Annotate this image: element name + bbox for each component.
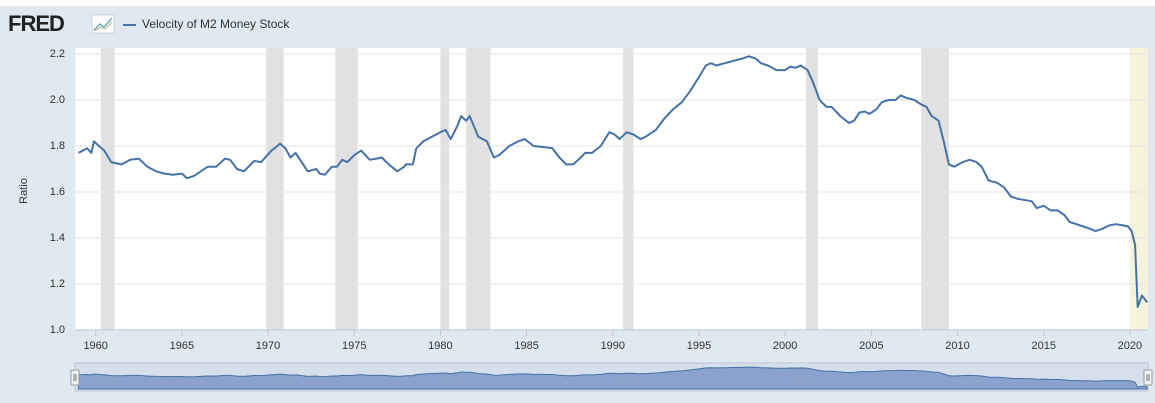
navigator-label: 2000 [788,375,812,387]
recession-band [440,48,450,330]
y-tick-label: 1.4 [50,232,65,244]
recession-band [921,48,949,330]
x-tick-label: 1985 [514,340,538,352]
y-tick-label: 1.0 [50,324,65,336]
navigator-area [77,366,1148,390]
x-tick-label: 1975 [342,340,366,352]
x-tick-label: 1960 [83,340,107,352]
navigator-label: 1960 [99,375,123,387]
top-bar [0,0,1155,6]
x-tick-label: 2020 [1118,340,1142,352]
recession-band [623,48,634,330]
series-line [77,55,1148,308]
y-tick-label: 1.8 [50,140,65,152]
y-tick-label: 1.6 [50,186,65,198]
logo-icon [91,14,115,34]
navigator-label: 1970 [271,375,295,387]
navigator-label: 2010 [961,375,985,387]
logo: FRED [8,11,64,36]
y-tick-label: 2.2 [50,48,65,60]
navigator-handle [1143,369,1153,386]
x-tick-label: 1970 [256,340,280,352]
navigator-label: 1990 [616,375,640,387]
y-tick-label: 2.0 [50,94,65,106]
recession-band [100,48,115,330]
recession-band [466,48,491,330]
x-tick-label: 1995 [687,340,711,352]
highlight-band [1129,48,1148,330]
x-tick-label: 2015 [1031,340,1055,352]
x-tick-label: 1965 [170,340,194,352]
x-tick-label: 2000 [773,340,797,352]
navigator-handle [70,369,80,386]
y-tick-label: 1.2 [50,278,65,290]
recession-band [805,48,818,330]
navigator-label: 1980 [443,375,467,387]
recession-band [266,48,284,330]
legend-label: Velocity of M2 Money Stock [142,17,290,31]
x-tick-label: 2010 [945,340,969,352]
plot-area [75,48,1148,330]
x-tick-label: 2005 [859,340,883,352]
y-axis-label: Ratio [18,178,30,204]
x-tick-label: 1990 [601,340,625,352]
recession-band [335,48,358,330]
x-tick-label: 1980 [428,340,452,352]
